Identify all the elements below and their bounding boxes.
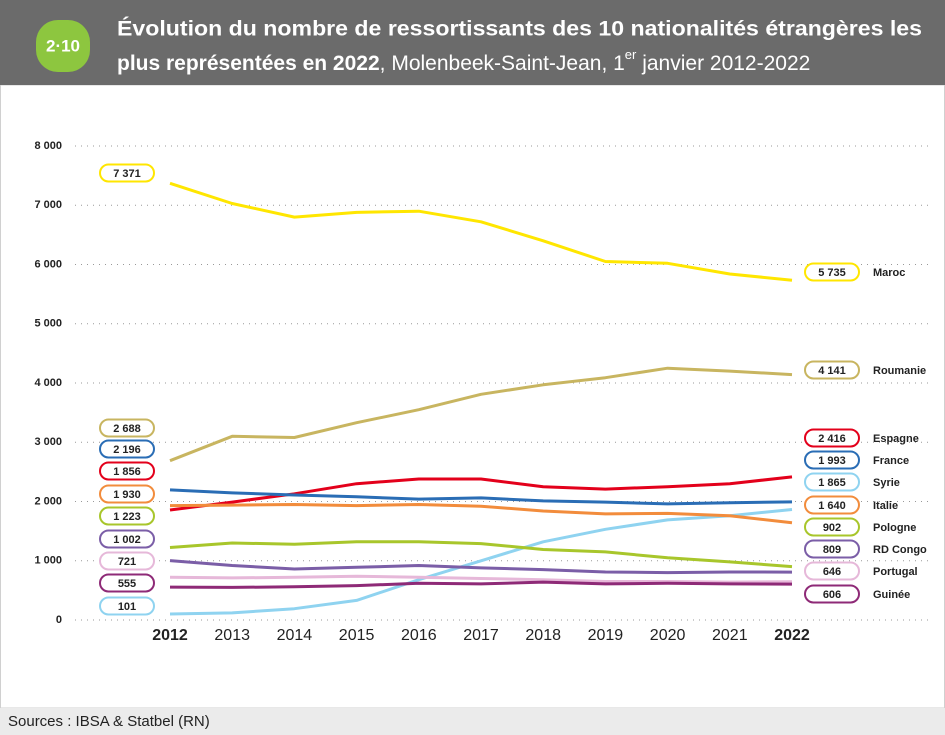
x-tick-label: 2012 [152, 627, 188, 644]
value-label-box [804, 450, 860, 470]
x-tick-label: 2017 [463, 627, 499, 644]
value-label-box [804, 472, 860, 492]
y-tick-label: 7 000 [34, 199, 62, 211]
legend-label: France [873, 455, 909, 467]
legend-label: Syrie [873, 477, 900, 489]
value-label: 902 [823, 522, 841, 534]
value-label: 721 [118, 556, 136, 568]
value-label-box [804, 360, 860, 380]
value-label-box [804, 539, 860, 559]
value-label: 4 141 [818, 365, 846, 377]
value-label: 7 371 [113, 168, 141, 180]
series-line [169, 574, 793, 584]
series-line [169, 181, 793, 282]
series-line [169, 540, 793, 569]
legend-label: RD Congo [873, 544, 927, 556]
value-label-box [99, 439, 155, 459]
value-label: 1 856 [113, 466, 141, 478]
y-tick-label: 5 000 [34, 318, 62, 330]
series-line [169, 475, 793, 512]
subtitle: , Molenbeek-Saint-Jean, 1 [380, 52, 625, 75]
title-part: plus représentées en 2022 [117, 52, 380, 75]
x-tick-label: 2016 [401, 627, 437, 644]
title-line: Évolution du nombre de ressortissants de… [117, 18, 922, 41]
legend-label: Maroc [873, 267, 905, 279]
value-label: 2 688 [113, 423, 141, 435]
legend-label: Pologne [873, 522, 916, 534]
value-label-box [99, 529, 155, 549]
header [0, 0, 945, 85]
value-label: 2 416 [818, 433, 846, 445]
value-label-box [804, 517, 860, 537]
value-label: 1 640 [818, 500, 846, 512]
x-tick-label: 2019 [588, 627, 624, 644]
value-label-box [99, 461, 155, 481]
series-line [169, 488, 793, 506]
value-label: 606 [823, 589, 841, 601]
value-label-box [99, 506, 155, 526]
x-tick-label: 2021 [712, 627, 748, 644]
value-label: 1 865 [818, 477, 846, 489]
legend-label: Guinée [873, 589, 910, 601]
x-tick-label: 2013 [214, 627, 250, 644]
badge-text: 2·10 [46, 36, 80, 55]
value-label: 1 993 [818, 455, 846, 467]
value-label-box [99, 596, 155, 616]
value-label: 5 735 [818, 267, 846, 279]
footer-bg [0, 708, 945, 735]
x-tick-label: 2022 [774, 627, 810, 644]
x-tick-label: 2015 [339, 627, 375, 644]
legend-label: Portugal [873, 566, 918, 578]
value-label: 809 [823, 544, 841, 556]
badge [36, 20, 90, 72]
value-label-box [804, 428, 860, 448]
value-label: 1 002 [113, 534, 141, 546]
x-tick-label: 2014 [277, 627, 313, 644]
y-tick-label: 0 [56, 614, 62, 626]
series-line [169, 366, 793, 463]
value-label-box [99, 551, 155, 571]
y-tick-label: 2 000 [34, 495, 62, 507]
value-label: 2 196 [113, 444, 141, 456]
subtitle: janvier 2012-2022 [636, 52, 810, 75]
y-tick-label: 1 000 [34, 555, 62, 567]
legend-label: Roumanie [873, 365, 926, 377]
series-line [169, 503, 793, 525]
value-label: 646 [823, 566, 841, 578]
series-line [169, 580, 793, 589]
legend-label: Italie [873, 500, 898, 512]
value-label: 555 [118, 578, 136, 590]
value-label-box [99, 163, 155, 183]
value-label-box [804, 262, 860, 282]
value-label-box [99, 484, 155, 504]
x-tick-label: 2020 [650, 627, 686, 644]
value-label-box [804, 561, 860, 581]
value-label-box [99, 573, 155, 593]
y-tick-label: 3 000 [34, 436, 62, 448]
value-label-box [99, 418, 155, 438]
title-line: plus représentées en 2022, Molenbeek-Sai… [117, 47, 810, 74]
legend-label: Espagne [873, 433, 919, 445]
y-tick-label: 6 000 [34, 258, 62, 270]
value-label-box [804, 584, 860, 604]
subtitle-sup: er [625, 47, 637, 62]
y-tick-label: 8 000 [34, 140, 62, 152]
series-line [169, 559, 793, 575]
value-label: 1 930 [113, 489, 141, 501]
x-tick-label: 2018 [525, 627, 561, 644]
footer: Sources : IBSA & Statbel (RN) [8, 713, 210, 730]
value-label: 101 [118, 601, 136, 613]
y-tick-label: 4 000 [34, 377, 62, 389]
series-line [169, 508, 793, 616]
value-label: 1 223 [113, 511, 141, 523]
value-label-box [804, 495, 860, 515]
